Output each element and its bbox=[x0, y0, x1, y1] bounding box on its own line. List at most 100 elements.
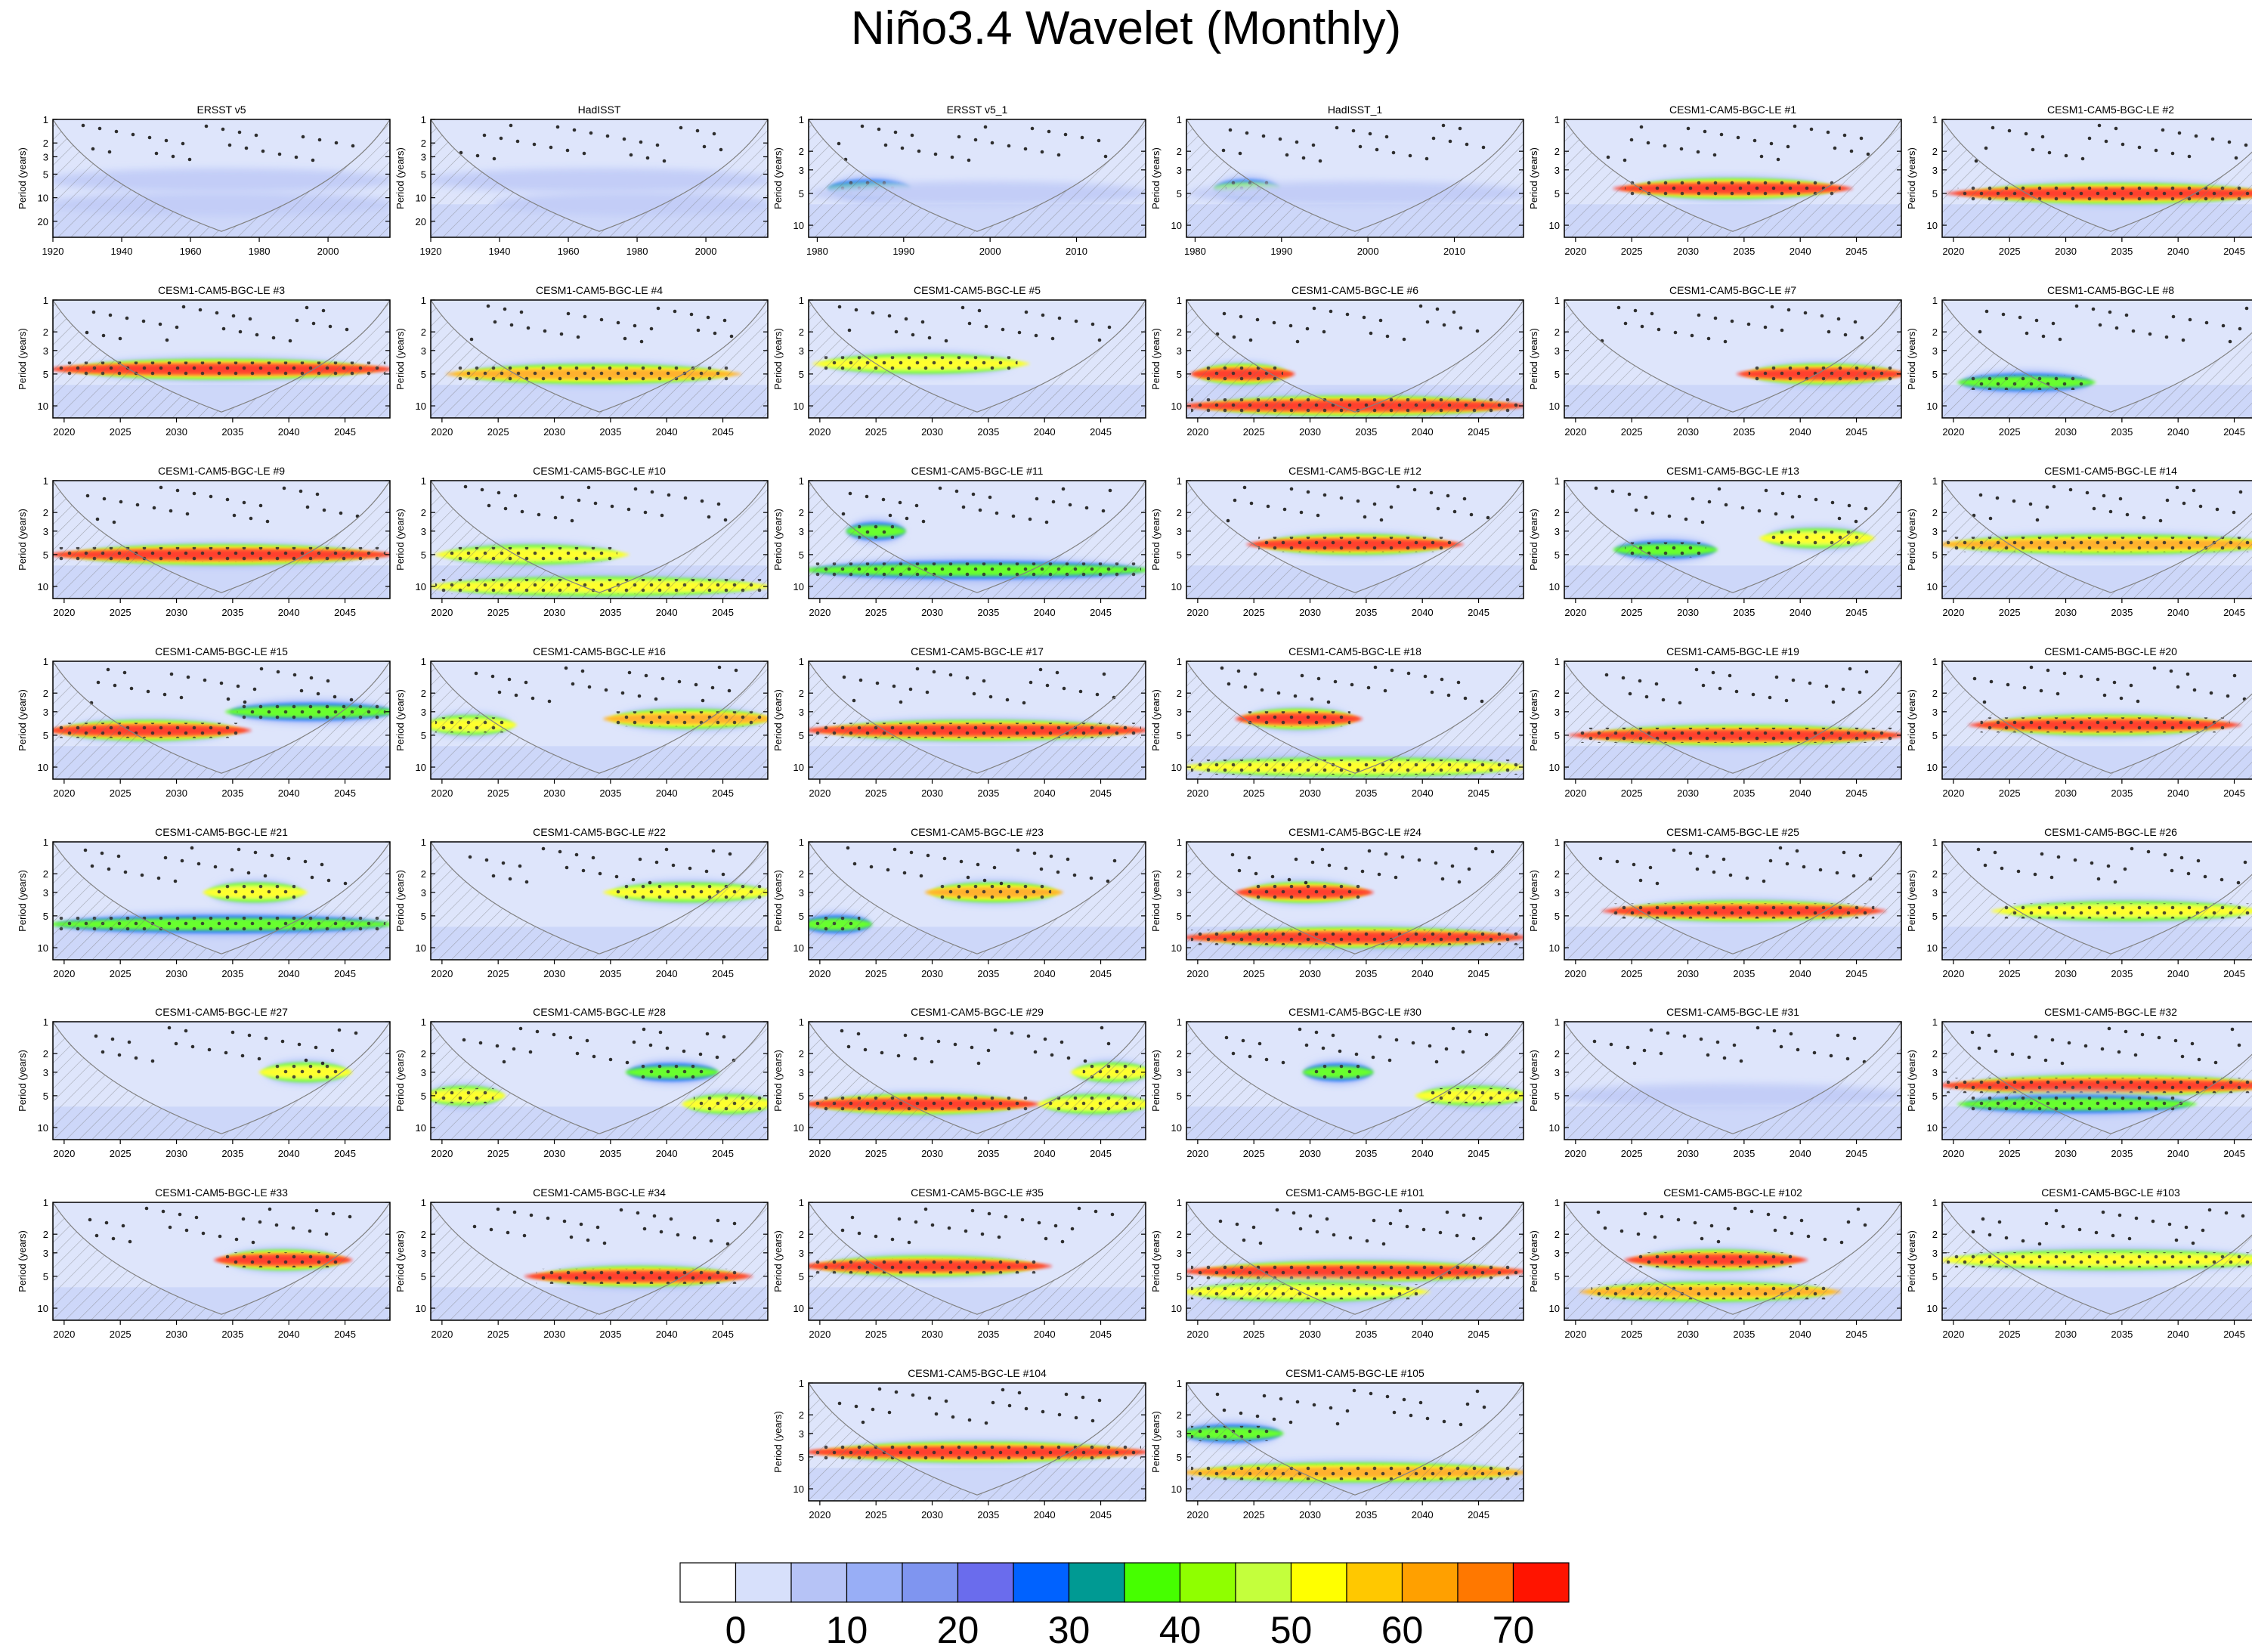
y-tick-label: 5 bbox=[1554, 730, 1560, 741]
panel-frame bbox=[52, 480, 391, 599]
x-tick-label: 2030 bbox=[1299, 1329, 1321, 1340]
y-tick-label: 5 bbox=[1932, 369, 1938, 380]
cone-of-influence bbox=[1942, 1022, 2252, 1140]
x-tick-label: 2025 bbox=[1999, 426, 2021, 438]
panel-title: CESM1-CAM5-BGC-LE #3 bbox=[158, 284, 285, 296]
x-tick-label: 2030 bbox=[1677, 787, 1699, 799]
y-tick-label: 5 bbox=[43, 1091, 48, 1102]
x-tick-label: 2030 bbox=[165, 607, 187, 618]
wavelet-panel: CESM1-CAM5-BGC-LE #21 Period (years) 1 2 3 5 1… bbox=[17, 826, 391, 979]
y-tick-label: 10 bbox=[416, 1303, 426, 1314]
y-tick-label: 5 bbox=[43, 911, 48, 922]
significance-dots bbox=[1226, 484, 1490, 523]
x-tick-label: 2045 bbox=[2223, 1148, 2245, 1159]
wavelet-panel: CESM1-CAM5-BGC-LE #104 Period (years) 1 2 3 5… bbox=[772, 1367, 1146, 1521]
y-tick-label: 2 bbox=[43, 507, 48, 518]
x-tick-label: 2020 bbox=[1564, 1148, 1586, 1159]
panel-frame bbox=[430, 480, 769, 599]
x-tick-label: 2030 bbox=[2055, 246, 2077, 257]
y-tick-label: 10 bbox=[416, 193, 426, 204]
y-tick-label: 2 bbox=[421, 138, 426, 149]
significance-dots bbox=[462, 1026, 736, 1065]
y-tick-label: 1 bbox=[1554, 475, 1560, 487]
significance-dots bbox=[1592, 1026, 1867, 1066]
y-tick-label: 2 bbox=[1177, 507, 1182, 518]
significance-stipple bbox=[858, 523, 894, 539]
y-axis-label: Period (years) bbox=[1528, 1050, 1539, 1112]
wavelet-panel: CESM1-CAM5-BGC-LE #18 Period (years) 1 2 3 5 1… bbox=[1150, 645, 1524, 799]
y-axis-label: Period (years) bbox=[772, 509, 784, 571]
y-tick-label: 3 bbox=[43, 707, 48, 718]
y-tick-label: 3 bbox=[1177, 1067, 1182, 1078]
significance-stipple bbox=[1625, 181, 1841, 196]
y-tick-label: 10 bbox=[38, 762, 48, 773]
y-tick-label: 5 bbox=[1177, 188, 1182, 200]
panel-title: CESM1-CAM5-BGC-LE #31 bbox=[1666, 1006, 1799, 1018]
x-tick-label: 2035 bbox=[1355, 607, 1377, 618]
cone-of-influence bbox=[53, 842, 390, 960]
x-tick-label: 2020 bbox=[1564, 607, 1586, 618]
x-tick-label: 2025 bbox=[1999, 787, 2021, 799]
y-axis-label: Period (years) bbox=[772, 147, 784, 209]
significance-dots bbox=[1230, 846, 1495, 885]
y-tick-label: 3 bbox=[799, 1428, 804, 1440]
x-tick-label: 2045 bbox=[2223, 246, 2245, 257]
panel-title: HadISST_1 bbox=[1328, 104, 1383, 116]
x-tick-label: 2040 bbox=[1790, 1329, 1811, 1340]
x-tick-label: 2045 bbox=[1468, 787, 1489, 799]
x-tick-label: 1990 bbox=[1270, 246, 1292, 257]
colorbar-tick-label: 50 bbox=[1270, 1609, 1313, 1651]
y-tick-label: 2 bbox=[1554, 146, 1560, 157]
x-tick-label: 2025 bbox=[1621, 787, 1643, 799]
x-tick-label: 2030 bbox=[543, 787, 565, 799]
x-tick-label: 2040 bbox=[1412, 787, 1434, 799]
x-tick-label: 2045 bbox=[712, 1329, 734, 1340]
x-tick-label: 2025 bbox=[487, 1148, 509, 1159]
significance-dots bbox=[841, 486, 1112, 524]
wavelet-panel: CESM1-CAM5-BGC-LE #105 Period (years) 1 2 3 5… bbox=[1150, 1367, 1524, 1521]
x-tick-label: 2040 bbox=[1790, 426, 1811, 438]
cone-of-influence bbox=[1942, 661, 2252, 779]
x-tick-label: 2025 bbox=[1243, 426, 1265, 438]
significance-stipple bbox=[1613, 903, 1875, 919]
x-tick-label: 2035 bbox=[2111, 426, 2133, 438]
y-tick-label: 2 bbox=[1554, 507, 1560, 518]
x-tick-label: 2045 bbox=[1845, 607, 1867, 618]
colorbar-tick-label: 40 bbox=[1159, 1609, 1202, 1651]
wavelet-panel: CESM1-CAM5-BGC-LE #5 Period (years) 1 2 3 5 10… bbox=[772, 284, 1146, 438]
x-tick-label: 2040 bbox=[1034, 968, 1056, 979]
y-tick-label: 1 bbox=[43, 656, 48, 667]
panel-frame bbox=[1186, 1382, 1524, 1502]
power-band bbox=[1613, 176, 1853, 201]
wavelet-panel: CESM1-CAM5-BGC-LE #26 Period (years) 1 2 3 5 1… bbox=[1906, 826, 2252, 979]
panel-frame bbox=[1941, 660, 2252, 780]
y-tick-label: 5 bbox=[799, 188, 804, 200]
panel-frame bbox=[430, 1202, 769, 1321]
y-axis-label: Period (years) bbox=[1150, 1230, 1162, 1292]
y-tick-label: 3 bbox=[43, 1248, 48, 1259]
wavelet-panel: CESM1-CAM5-BGC-LE #3 Period (years) 1 2 3 5 10… bbox=[17, 284, 391, 438]
x-tick-label: 2025 bbox=[865, 968, 887, 979]
y-axis-label: Period (years) bbox=[394, 1050, 406, 1112]
y-tick-label: 3 bbox=[1932, 1067, 1938, 1078]
y-tick-label: 3 bbox=[43, 526, 48, 537]
y-tick-label: 2 bbox=[1177, 1409, 1182, 1421]
y-tick-label: 1 bbox=[1554, 837, 1560, 848]
x-tick-label: 2025 bbox=[1999, 246, 2021, 257]
y-tick-label: 1 bbox=[1932, 114, 1938, 125]
x-tick-label: 2030 bbox=[1299, 968, 1321, 979]
x-tick-label: 2040 bbox=[2167, 246, 2189, 257]
x-tick-label: 2045 bbox=[712, 607, 734, 618]
y-tick-label: 2 bbox=[1177, 146, 1182, 157]
cone-of-influence bbox=[809, 661, 1146, 779]
power-band bbox=[203, 880, 308, 905]
x-tick-label: 2025 bbox=[110, 1329, 131, 1340]
y-tick-label: 1 bbox=[1554, 1197, 1560, 1208]
panel-frame bbox=[1186, 1202, 1524, 1321]
y-tick-label: 10 bbox=[793, 942, 804, 954]
x-tick-label: 2020 bbox=[809, 607, 831, 618]
y-tick-label: 1 bbox=[421, 295, 426, 306]
x-tick-label: 1980 bbox=[249, 246, 271, 257]
panel-title: HadISST bbox=[578, 104, 621, 116]
y-tick-label: 5 bbox=[1177, 730, 1182, 741]
